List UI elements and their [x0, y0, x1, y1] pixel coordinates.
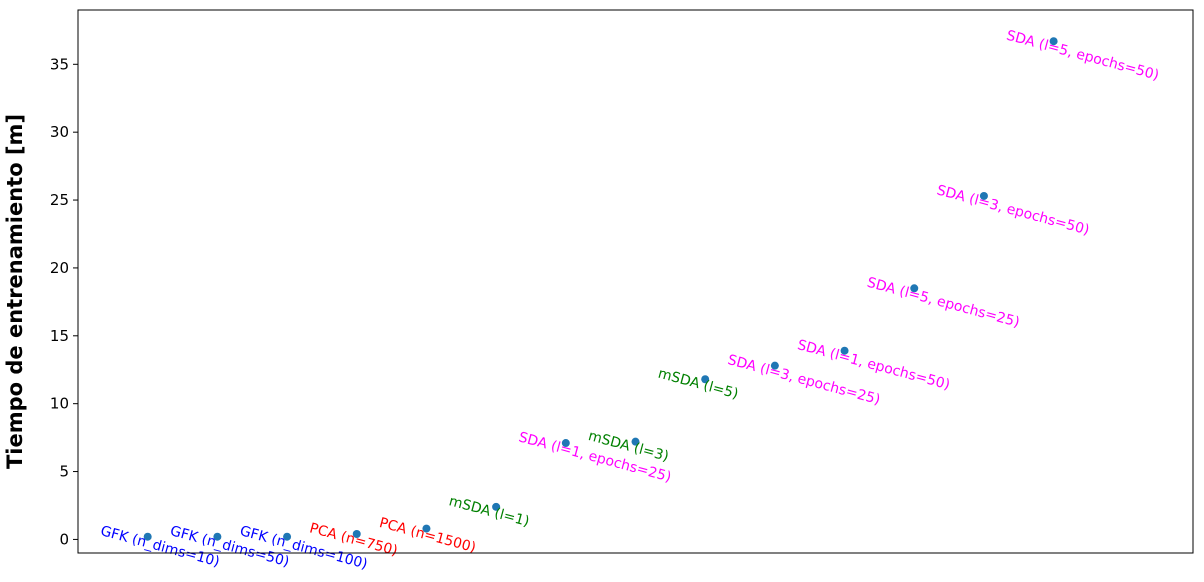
data-point-label: mSDA (l=5): [656, 366, 740, 403]
y-tick-label: 35: [50, 55, 69, 73]
point-labels: GFK (n_dims=10)GFK (n_dims=50)GFK (n_dim…: [99, 28, 1161, 573]
data-point: [143, 532, 152, 541]
y-axis-ticks: 0 5 10 15 20 25 30 35: [50, 55, 78, 548]
data-point: [840, 346, 849, 355]
data-point: [910, 284, 919, 293]
data-point: [422, 524, 431, 533]
data-point: [283, 532, 292, 541]
data-point-label: SDA (l=5, epochs=25): [865, 275, 1021, 331]
data-point: [561, 439, 570, 448]
data-point: [701, 375, 710, 384]
y-tick-label: 0: [59, 530, 69, 548]
data-point-label: SDA (l=5, epochs=50): [1005, 28, 1161, 84]
y-tick-label: 20: [50, 259, 69, 277]
y-tick-label: 5: [59, 463, 69, 481]
y-tick-label: 25: [50, 191, 69, 209]
data-point-label: mSDA (l=1): [447, 493, 531, 530]
y-tick-label: 30: [50, 123, 69, 141]
data-points: [143, 37, 1058, 541]
y-tick-label: 10: [50, 395, 69, 413]
data-point: [770, 361, 779, 370]
data-point: [352, 529, 361, 538]
data-point-label: SDA (l=3, epochs=50): [935, 182, 1091, 238]
data-point: [631, 437, 640, 446]
data-point: [492, 502, 501, 511]
data-point: [213, 532, 222, 541]
plot-frame: [77, 9, 1194, 554]
y-tick-label: 15: [50, 327, 69, 345]
data-point: [979, 191, 988, 200]
y-axis-label: Tiempo de entrenamiento [m]: [3, 114, 27, 469]
data-point: [1049, 37, 1058, 46]
